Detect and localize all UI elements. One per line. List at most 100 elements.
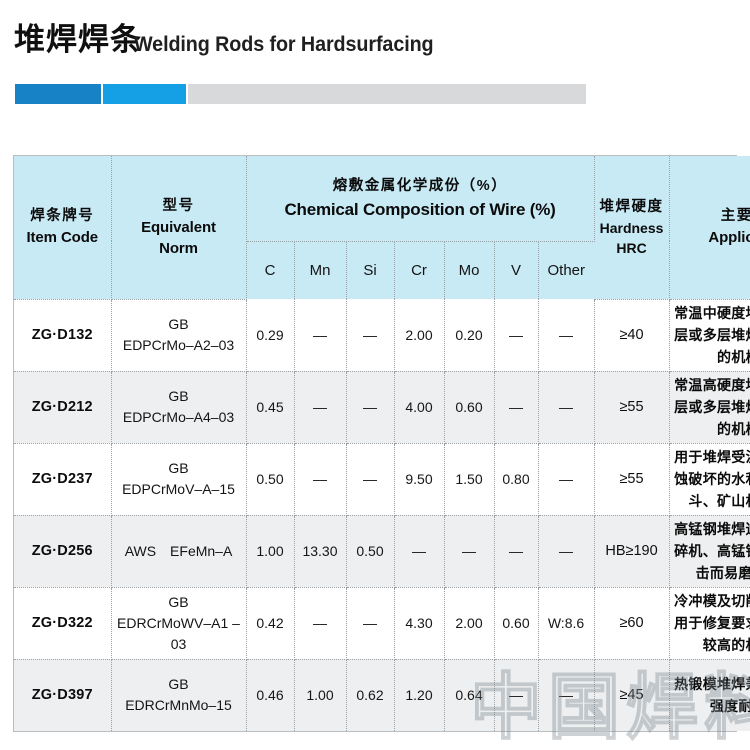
cell-v: 0.60 xyxy=(494,587,539,660)
cell-v: — xyxy=(494,299,539,372)
accent-bar-secondary xyxy=(103,84,186,104)
cell-v: — xyxy=(494,515,539,588)
cell-hardness: ≥40 xyxy=(594,299,670,372)
norm-line-1: GB xyxy=(168,676,189,693)
col-header-hardness-en1: Hardness xyxy=(599,219,664,236)
cell-si: 0.62 xyxy=(346,659,395,731)
cell-c: 0.42 xyxy=(246,587,295,660)
col-header-norm-cn: 型号 xyxy=(162,197,195,214)
cell-cr: 9.50 xyxy=(394,443,445,516)
col-header-element-c: C xyxy=(246,241,295,299)
table-row: ZG·D397 GB EDRCrMnMo–15 0.46 1.00 0.62 1… xyxy=(14,659,750,731)
col-header-element-mn: Mn xyxy=(294,241,347,299)
cell-item-code: ZG·D212 xyxy=(14,371,112,444)
cell-equivalent-norm: GB EDPCrMo–A2–03 xyxy=(111,299,247,372)
accent-bar-primary xyxy=(15,84,101,104)
table-body: ZG·D132 GB EDPCrMo–A2–03 0.29 — — 2.00 0… xyxy=(14,299,750,731)
cell-application: 常温中硬度堆焊，用于单层或多层堆焊各种受磨损的机械表面 xyxy=(669,299,750,372)
cell-si: — xyxy=(346,299,395,372)
spec-table-container: 焊条牌号 Item Code 型号 Equivalent Norm 熔敷金属化学… xyxy=(13,155,750,732)
col-header-applications-en: Applications xyxy=(708,229,750,247)
cell-mn: — xyxy=(294,443,347,516)
norm-line-1: AWS EFeMn–A xyxy=(124,542,233,559)
cell-hardness: ≥60 xyxy=(594,587,670,660)
page-title-cn: 堆焊焊条 xyxy=(14,22,142,57)
cell-cr: 4.00 xyxy=(394,371,445,444)
cell-mo: 0.20 xyxy=(444,299,495,372)
col-header-norm-en1: Equivalent xyxy=(141,218,216,236)
cell-hardness: ≥45 xyxy=(594,659,670,731)
cell-equivalent-norm: GB EDPCrMo–A4–03 xyxy=(111,371,247,444)
cell-mn: 1.00 xyxy=(294,659,347,731)
col-header-item-code-en: Item Code xyxy=(26,229,99,247)
cell-item-code: ZG·D322 xyxy=(14,587,112,660)
col-header-element-v: V xyxy=(494,241,539,299)
norm-line-1: GB xyxy=(168,316,189,332)
col-header-element-mo: Mo xyxy=(444,241,495,299)
col-header-item-code-cn: 焊条牌号 xyxy=(30,208,95,225)
cell-equivalent-norm: GB EDRCrMoWV–A1 –03 xyxy=(111,587,247,660)
cell-equivalent-norm: GB EDPCrMoV–A–15 xyxy=(111,443,247,516)
col-header-chem-en: Chemical Composition of Wire (%) xyxy=(284,199,556,219)
col-header-hardness-en2: HRC xyxy=(616,239,647,256)
norm-line-2: EDRCrMoWV–A1 –03 xyxy=(117,614,240,652)
cell-si: — xyxy=(346,443,395,516)
table-row: ZG·D212 GB EDPCrMo–A4–03 0.45 — — 4.00 0… xyxy=(14,371,750,444)
cell-mn: — xyxy=(294,371,347,444)
cell-mn: — xyxy=(294,299,347,372)
norm-line-1: GB xyxy=(168,460,189,476)
cell-other: — xyxy=(538,299,595,372)
cell-item-code: ZG·D256 xyxy=(14,515,112,588)
cell-si: — xyxy=(346,587,395,660)
cell-v: 0.80 xyxy=(494,443,539,516)
cell-mn: 13.30 xyxy=(294,515,347,588)
col-header-applications: 主要用途 Applications xyxy=(669,156,750,300)
col-header-element-si: Si xyxy=(346,241,395,299)
cell-v: — xyxy=(494,659,539,731)
cell-cr: 2.00 xyxy=(394,299,445,372)
cell-mo: 1.50 xyxy=(444,443,495,516)
cell-application: 高锰钢堆焊适用于各种破碎机、高锰钢轨道等受冲击而易磨损的部件 xyxy=(669,515,750,588)
cell-item-code: ZG·D237 xyxy=(14,443,112,516)
welding-rods-spec-table: 焊条牌号 Item Code 型号 Equivalent Norm 熔敷金属化学… xyxy=(14,156,750,731)
cell-cr: 1.20 xyxy=(394,659,445,731)
cell-application: 冷冲模及切削刀具堆焊兼用于修复要求耐磨损性能较高的机械零件 xyxy=(669,587,750,660)
table-row: ZG·D237 GB EDPCrMoV–A–15 0.50 — — 9.50 1… xyxy=(14,443,750,516)
col-header-hardness-cn: 堆焊硬度 xyxy=(599,198,664,215)
norm-line-2: EDRCrMnMo–15 xyxy=(125,697,232,714)
norm-line-2: EDPCrMo–A2–03 xyxy=(122,337,235,353)
cell-c: 0.29 xyxy=(246,299,295,372)
cell-other: — xyxy=(538,659,595,731)
cell-other: — xyxy=(538,515,595,588)
table-row: ZG·D256 AWS EFeMn–A 1.00 13.30 0.50 — — … xyxy=(14,515,750,588)
cell-mo: 2.00 xyxy=(444,587,495,660)
cell-hardness: HB≥190 xyxy=(594,515,670,588)
col-header-chemical-composition: 熔敷金属化学成份（%） Chemical Composition of Wire… xyxy=(246,156,595,242)
col-header-item-code: 焊条牌号 Item Code xyxy=(14,156,112,300)
cell-mo: — xyxy=(444,515,495,588)
norm-line-1: GB xyxy=(168,388,189,404)
page-title-en: Welding Rods for Hardsurfacing xyxy=(134,33,434,56)
cell-hardness: ≥55 xyxy=(594,443,670,516)
col-header-element-other: Other xyxy=(538,241,595,299)
table-row: ZG·D322 GB EDRCrMoWV–A1 –03 0.42 — — 4.3… xyxy=(14,587,750,660)
norm-line-2: EDPCrMoV–A–15 xyxy=(122,481,235,497)
cell-application: 常温高硬度堆焊，用于单层或多层堆焊各种受磨损的机械表面 xyxy=(669,371,750,444)
cell-c: 0.50 xyxy=(246,443,295,516)
table-row: ZG·D132 GB EDPCrMo–A2–03 0.29 — — 2.00 0… xyxy=(14,299,750,372)
cell-other: W:8.6 xyxy=(538,587,595,660)
col-header-applications-cn: 主要用途 xyxy=(720,208,750,225)
cell-equivalent-norm: GB EDRCrMnMo–15 xyxy=(111,659,247,731)
cell-mo: 0.64 xyxy=(444,659,495,731)
accent-bar-neutral xyxy=(188,84,586,104)
cell-c: 1.00 xyxy=(246,515,295,588)
header-row-elements: C Mn Si Cr Mo V Other xyxy=(14,241,750,299)
norm-line-1: GB xyxy=(168,593,189,610)
cell-item-code: ZG·D397 xyxy=(14,659,112,731)
col-header-chem-cn: 熔敷金属化学成份（%） xyxy=(332,177,508,194)
col-header-hardness: 堆焊硬度 Hardness HRC xyxy=(594,156,670,300)
cell-mn: — xyxy=(294,587,347,660)
cell-other: — xyxy=(538,443,595,516)
cell-item-code: ZG·D132 xyxy=(14,299,112,372)
